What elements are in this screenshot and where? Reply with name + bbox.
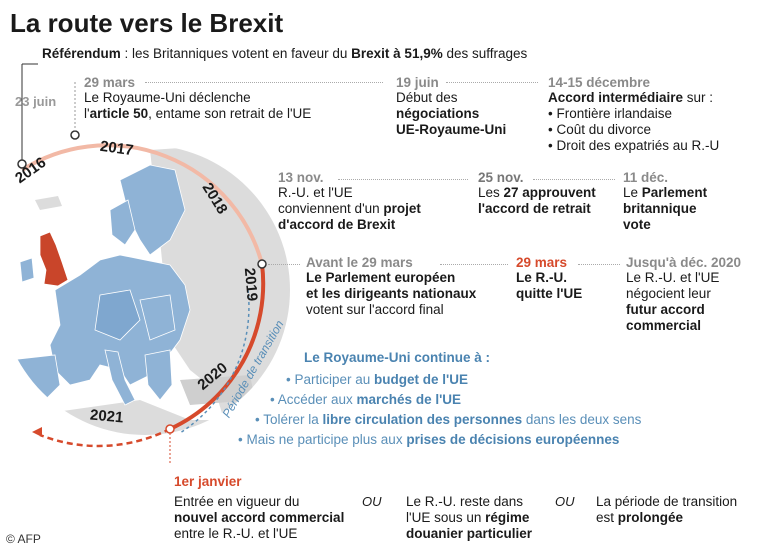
transition-item: • Participer au budget de l'UE: [286, 372, 468, 387]
timeline-arc-past: [20, 143, 264, 265]
transition-item: • Accéder aux marchés de l'UE: [270, 392, 462, 407]
or-label: OU: [555, 494, 575, 509]
transition-item: • Tolérer la libre circulation des perso…: [255, 412, 642, 427]
timeline-arc-dashed: [39, 427, 171, 448]
event-interim-agreement: 14-15 décembre Accord intermédiaire sur …: [548, 75, 720, 153]
event-27-approve: 25 nov. Les 27 approuvent l'accord de re…: [478, 170, 596, 216]
event-dot: [70, 130, 80, 140]
option-extended: La période de transition est prolongée: [596, 494, 738, 525]
transition-arc: [179, 289, 250, 434]
event-negotiate-trade: Jusqu'à déc. 2020 Le R.-U. et l'UE négoc…: [626, 255, 742, 333]
event-uk-parliament: 11 déc. Le Parlement britannique vote: [623, 170, 708, 232]
event-final-vote: Avant le 29 mars Le Parlement européen e…: [306, 255, 477, 317]
referendum-date: 23 juin: [15, 94, 57, 109]
connector: [440, 264, 508, 265]
option-new-agreement: Entrée en vigueur du nouvel accord comme…: [174, 494, 345, 541]
final-date: 1er janvier: [174, 474, 242, 489]
year-label: 2021: [89, 406, 125, 427]
arrow-left-icon: [32, 427, 42, 437]
event-negotiations: 19 juin Début des négociations UE-Royaum…: [396, 75, 507, 137]
connector: [578, 264, 620, 265]
or-label: OU: [362, 494, 382, 509]
connector: [533, 179, 615, 180]
uk-shape: [39, 231, 69, 287]
connector: [145, 82, 383, 83]
connector: [268, 264, 300, 265]
connector: [338, 179, 468, 180]
event-uk-leaves: 29 mars Le R.-U. quitte l'UE: [516, 255, 583, 301]
timeline-arc-future: [169, 263, 266, 431]
timeline-graphic: [0, 63, 290, 465]
credit: © AFP: [6, 532, 41, 546]
connector: [446, 82, 538, 83]
event-article50: 29 mars Le Royaume-Uni déclenche l'artic…: [84, 75, 312, 121]
event-dot: [257, 259, 267, 269]
transition-header: Le Royaume-Uni continue à :: [304, 350, 491, 365]
transition-item: • Mais ne participe plus aux prises de d…: [238, 432, 620, 447]
page-title: La route vers le Brexit: [10, 8, 284, 38]
referendum-line: Référendum : les Britanniques votent en …: [42, 46, 528, 61]
event-draft-agreement: 13 nov. R.-U. et l'UE conviennent d'un p…: [278, 170, 421, 232]
year-label: 2019: [240, 267, 261, 302]
option-customs-regime: Le R.-U. reste dans l'UE sous un régime …: [406, 494, 533, 541]
event-dot: [165, 424, 175, 434]
